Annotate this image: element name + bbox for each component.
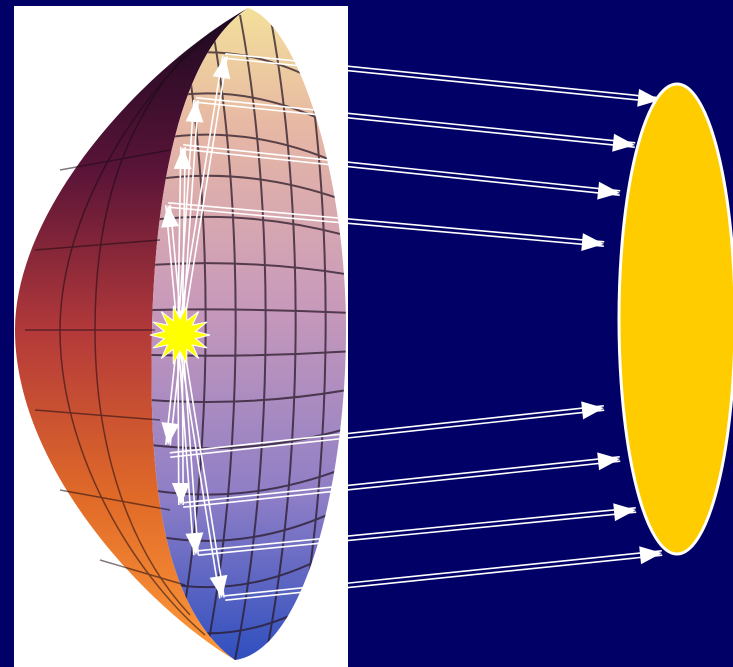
incident-ray-head — [161, 422, 180, 445]
reflected-ray-head — [637, 88, 660, 107]
reflected-ray — [197, 507, 636, 552]
reflected-ray-head — [581, 401, 604, 420]
reflected-ray — [182, 148, 620, 196]
reflected-ray — [195, 101, 635, 148]
incident-ray-head — [173, 147, 192, 170]
incident-ray — [181, 100, 199, 336]
reflected-rays — [167, 53, 663, 601]
reflected-ray-head — [639, 546, 662, 565]
incident-ray — [177, 335, 195, 556]
incident-ray — [177, 335, 180, 506]
reflected-ray-head — [613, 503, 636, 522]
reflected-ray — [167, 206, 604, 247]
incident-ray — [181, 56, 228, 336]
reflected-ray — [225, 554, 663, 601]
reflected-ray — [168, 202, 605, 243]
reflected-ray-head — [612, 133, 635, 152]
incident-ray — [177, 146, 182, 335]
incident-ray-head — [171, 482, 190, 505]
incident-ray-head — [212, 56, 231, 80]
reflected-ray — [224, 57, 660, 103]
reflected-ray — [169, 405, 604, 454]
reflected-ray-head — [581, 233, 604, 252]
reflected-ray — [198, 511, 637, 556]
target-ellipse — [617, 82, 733, 556]
reflected-ray-head — [597, 452, 620, 471]
light-source — [149, 305, 211, 365]
reflected-ray — [183, 460, 621, 508]
incident-ray-head — [185, 100, 204, 123]
incident-ray — [181, 334, 199, 555]
reflected-ray-head — [597, 181, 620, 200]
reflector-outer-grid — [25, 29, 216, 636]
reflected-ray — [225, 53, 661, 99]
reflected-ray — [196, 97, 636, 144]
reflected-ray — [182, 456, 620, 504]
incident-ray-head — [209, 574, 228, 598]
incident-ray-head — [185, 532, 204, 555]
reflector-dish — [15, 8, 248, 660]
incident-ray-head — [161, 205, 179, 228]
incident-ray — [181, 147, 186, 336]
reflected-ray — [183, 144, 621, 192]
reflected-ray — [224, 550, 662, 597]
incident-ray — [177, 99, 195, 335]
reflected-ray — [170, 409, 605, 458]
